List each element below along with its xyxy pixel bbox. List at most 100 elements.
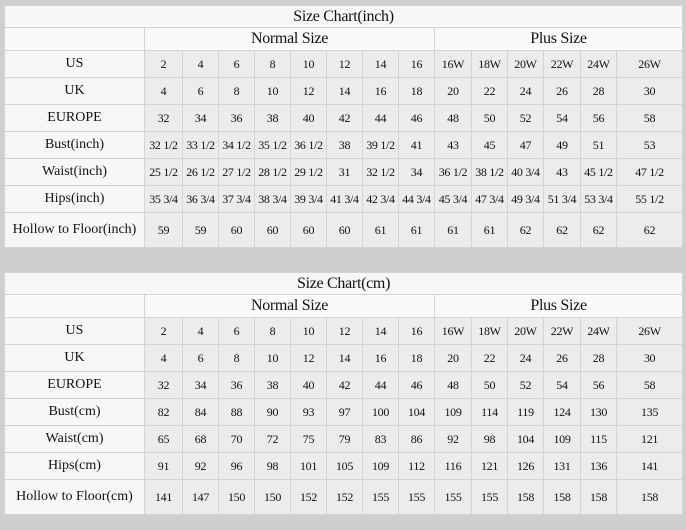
- size-cell: 26W: [615, 50, 684, 78]
- size-cell: 16: [398, 50, 435, 78]
- size-cell: 136: [580, 452, 617, 480]
- size-cell: 112: [398, 452, 435, 480]
- size-cell: 14: [362, 50, 399, 78]
- size-cell: 56: [580, 371, 617, 399]
- size-cell: 59: [182, 212, 219, 248]
- size-cell: 47: [507, 131, 544, 159]
- size-cell: 53 3/4: [580, 185, 617, 213]
- table-row: Bust(inch) 32 1/2 33 1/2 34 1/2 35 1/2 36 1/2…: [4, 131, 684, 159]
- size-cell: 155: [434, 479, 472, 515]
- row-label: EUROPE: [4, 104, 145, 132]
- size-cell: 44: [362, 371, 399, 399]
- row-label: Bust(inch): [4, 131, 145, 159]
- size-cell: 36 1/2: [290, 131, 327, 159]
- size-cell: 16W: [434, 50, 472, 78]
- size-cell: 62: [507, 212, 544, 248]
- size-cell: 135: [615, 398, 684, 426]
- size-chart-cm: Size Chart(cm) Normal Size Plus Size US 2 4 6 8…: [3, 272, 684, 515]
- size-cell: 150: [218, 479, 255, 515]
- size-cell: 41: [398, 131, 435, 159]
- size-cell: 32: [144, 104, 183, 132]
- size-cell: 34: [182, 104, 219, 132]
- size-cell: 150: [254, 479, 291, 515]
- size-cell: 22: [471, 344, 508, 372]
- size-cell: 35 3/4: [144, 185, 183, 213]
- size-cell: 152: [326, 479, 363, 515]
- size-cell: 155: [471, 479, 508, 515]
- size-cell: 58: [615, 104, 684, 132]
- size-cell: 14: [362, 317, 399, 345]
- size-cell: 82: [144, 398, 183, 426]
- size-cell: 52: [507, 371, 544, 399]
- size-cell: 60: [290, 212, 327, 248]
- chart-title: Size Chart(inch): [3, 5, 684, 28]
- size-cell: 62: [615, 212, 684, 248]
- size-cell: 24: [507, 344, 544, 372]
- size-cell: 40: [290, 371, 327, 399]
- size-cell: 105: [326, 452, 363, 480]
- size-cell: 6: [218, 317, 255, 345]
- size-cell: 32 1/2: [362, 158, 399, 186]
- size-cell: 39 1/2: [362, 131, 399, 159]
- size-cell: 41 3/4: [326, 185, 363, 213]
- size-cell: 93: [290, 398, 327, 426]
- size-cell: 20: [434, 344, 472, 372]
- size-cell: 34 1/2: [218, 131, 255, 159]
- empty-corner: [4, 294, 145, 318]
- size-cell: 30: [615, 77, 684, 105]
- size-cell: 31: [326, 158, 363, 186]
- size-cell: 20: [434, 77, 472, 105]
- size-cell: 47 3/4: [471, 185, 508, 213]
- size-cell: 48: [434, 371, 472, 399]
- size-cell: 38: [326, 131, 363, 159]
- size-cell: 126: [507, 452, 544, 480]
- size-cell: 16W: [434, 317, 472, 345]
- row-label: US: [4, 50, 145, 78]
- size-cell: 42 3/4: [362, 185, 399, 213]
- size-cell: 20W: [507, 50, 544, 78]
- size-cell: 30: [615, 344, 684, 372]
- size-cell: 44 3/4: [398, 185, 435, 213]
- table-row: Bust(cm) 82 84 88 90 93 97 100 104 109 114 119 124 13…: [4, 398, 684, 426]
- size-cell: 109: [434, 398, 472, 426]
- size-cell: 56: [580, 104, 617, 132]
- title-row: Size Chart(cm): [3, 272, 684, 295]
- size-cell: 98: [471, 425, 508, 453]
- size-cell: 26: [543, 77, 581, 105]
- size-cell: 104: [398, 398, 435, 426]
- size-cell: 114: [471, 398, 508, 426]
- size-cell: 121: [471, 452, 508, 480]
- size-cell: 2: [144, 317, 183, 345]
- size-cell: 22: [471, 77, 508, 105]
- size-cell: 24W: [580, 50, 617, 78]
- size-cell: 6: [182, 344, 219, 372]
- group-plus-size: Plus Size: [433, 294, 684, 318]
- size-cell: 68: [182, 425, 219, 453]
- size-cell: 152: [290, 479, 327, 515]
- group-plus-size: Plus Size: [433, 27, 684, 51]
- size-cell: 109: [543, 425, 581, 453]
- size-cell: 141: [144, 479, 183, 515]
- size-cell: 50: [471, 371, 508, 399]
- size-cell: 4: [182, 50, 219, 78]
- size-cell: 45 1/2: [580, 158, 617, 186]
- size-cell: 12: [290, 77, 327, 105]
- size-cell: 60: [254, 212, 291, 248]
- table-row: Hips(inch) 35 3/4 36 3/4 37 3/4 38 3/4 39 3/4…: [4, 185, 684, 213]
- size-cell: 36 3/4: [182, 185, 219, 213]
- size-cell: 16: [398, 317, 435, 345]
- size-cell: 39 3/4: [290, 185, 327, 213]
- size-cell: 97: [326, 398, 363, 426]
- empty-corner: [4, 27, 145, 51]
- size-cell: 115: [580, 425, 617, 453]
- size-cell: 29 1/2: [290, 158, 327, 186]
- size-cell: 28: [580, 344, 617, 372]
- size-cell: 60: [218, 212, 255, 248]
- size-cell: 49 3/4: [507, 185, 544, 213]
- size-cell: 79: [326, 425, 363, 453]
- size-cell: 34: [398, 158, 435, 186]
- size-cell: 12: [290, 344, 327, 372]
- size-cell: 121: [615, 425, 684, 453]
- size-cell: 124: [543, 398, 581, 426]
- size-cell: 4: [182, 317, 219, 345]
